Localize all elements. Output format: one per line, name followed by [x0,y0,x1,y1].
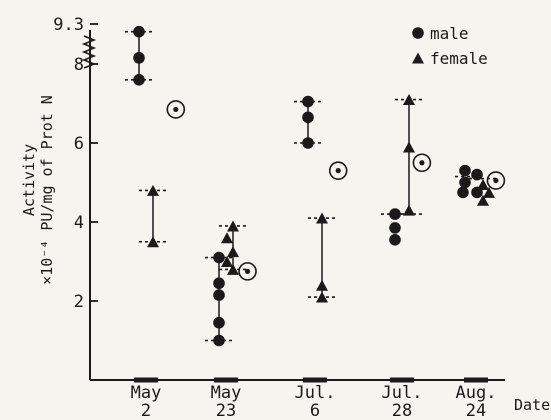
female-data-point [147,236,159,248]
female-data-point [477,194,489,206]
legend-female-label: female [430,49,488,68]
x-tick-label: 28 [392,401,412,420]
mean-marker [486,171,506,190]
x-axis-title: Date [514,396,550,414]
male-data-point [213,251,225,264]
female-data-point [483,186,495,198]
mean-marker-ring [486,171,506,190]
legend-female-marker [412,52,424,64]
male-data-point [302,111,314,124]
mean-marker [238,262,257,281]
mean-marker-ring [238,262,257,281]
male-data-point [389,222,401,234]
male-data-point [213,277,225,290]
x-tick-label: 23 [216,401,236,420]
y-tick-label: 6 [74,134,84,154]
mean-marker-dot [335,168,341,174]
x-tick-label: Jul. [295,383,336,403]
legend-male-marker [412,27,424,39]
y-axis-subtitle: ×10⁻⁴ PU/mg of Prot N [38,95,56,285]
female-data-point [227,220,239,232]
male-data-point [389,233,401,246]
female-data-point [403,204,415,216]
female-data-point [403,94,415,106]
x-tick-label: Jul. [382,383,423,403]
mean-marker-ring [412,153,432,173]
female-data-point [227,246,239,258]
male-data-point [457,186,469,199]
x-tick-label: 6 [310,401,320,420]
female-data-point [316,212,328,224]
axis-break-mark [81,35,97,69]
female-data-point [403,141,415,153]
x-tick-label: Aug. [456,383,497,403]
x-tick-label: May [211,383,242,403]
male-data-point [302,137,314,149]
y-tick-label: 2 [74,292,84,312]
male-data-point [302,95,314,108]
male-data-point [459,176,471,189]
male-data-point [133,74,145,86]
mean-marker-dot [419,160,425,166]
y-tick-label: 4 [74,213,84,233]
mean-marker-dot [244,268,251,274]
female-data-point [227,263,239,275]
x-tick-label: May [131,383,162,403]
male-data-point [389,208,401,220]
y-axis-title: Activity [20,144,38,216]
mean-marker [412,153,432,173]
male-data-point [471,168,483,181]
mean-marker [166,100,186,119]
female-data-point [316,279,328,291]
male-data-point [133,52,145,64]
mean-marker-dot [493,177,499,184]
male-data-point [213,289,225,301]
x-tick-label: 2 [141,401,151,420]
male-data-point [459,164,471,177]
x-tick-label: 24 [466,401,486,420]
male-data-point [213,316,225,329]
female-data-point [147,184,159,196]
mean-marker-ring [328,161,348,180]
y-tick-label: 8 [74,55,84,75]
male-data-point [133,25,145,38]
female-data-point [316,291,328,303]
legend-male-label: male [430,24,469,43]
y-tick-label: 9.3 [53,15,84,35]
mean-marker [328,161,348,180]
male-data-point [213,334,225,347]
female-data-point [221,256,233,267]
female-data-point [477,178,489,190]
mean-marker-dot [173,106,179,113]
mean-marker-ring [166,100,186,119]
female-data-point [221,232,233,244]
